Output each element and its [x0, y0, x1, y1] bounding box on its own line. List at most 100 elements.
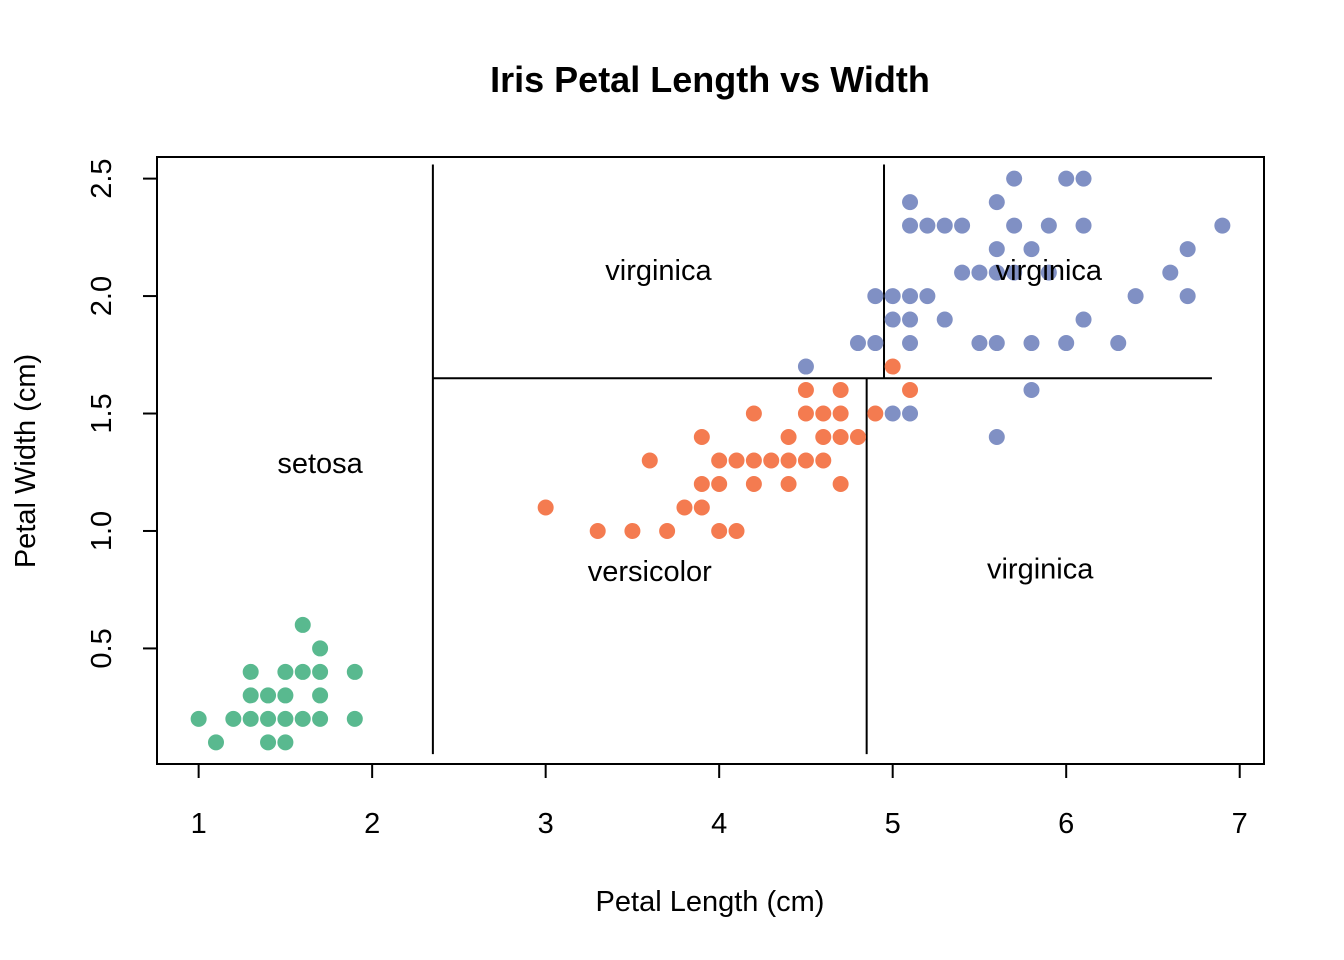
- data-point: [988, 429, 1005, 446]
- data-point: [763, 452, 780, 469]
- data-point: [971, 335, 988, 352]
- data-point: [693, 429, 710, 446]
- region-label: virginica: [605, 255, 712, 287]
- data-point: [902, 335, 919, 352]
- data-point: [728, 522, 745, 539]
- data-point: [780, 452, 797, 469]
- data-point: [294, 710, 311, 727]
- region-label: setosa: [277, 448, 363, 480]
- y-axis: 0.5 1.0 1.5 2.0 2.5: [86, 158, 158, 669]
- data-point: [207, 734, 224, 751]
- data-point: [902, 194, 919, 211]
- data-point: [1075, 170, 1092, 187]
- data-point: [260, 687, 277, 704]
- data-point: [1179, 288, 1196, 305]
- data-point: [1006, 264, 1023, 281]
- data-point: [988, 241, 1005, 258]
- data-point: [711, 475, 728, 492]
- data-point: [589, 522, 606, 539]
- data-point: [693, 499, 710, 516]
- data-point: [1023, 382, 1040, 399]
- data-point: [624, 522, 641, 539]
- x-tick-label: 7: [1232, 808, 1248, 840]
- data-point: [225, 710, 242, 727]
- data-point: [190, 710, 207, 727]
- data-point: [1006, 170, 1023, 187]
- partition-lines: [431, 164, 1212, 755]
- data-point: [312, 663, 329, 680]
- data-point: [988, 194, 1005, 211]
- data-point: [745, 405, 762, 422]
- data-point: [919, 217, 936, 234]
- data-point: [867, 405, 884, 422]
- y-tick-label: 0.5: [86, 628, 118, 668]
- data-point: [277, 663, 294, 680]
- data-point: [294, 663, 311, 680]
- data-point: [346, 663, 363, 680]
- y-tick-label: 2.0: [86, 276, 118, 316]
- data-point: [1023, 335, 1040, 352]
- data-point: [242, 663, 259, 680]
- data-point: [1075, 217, 1092, 234]
- data-point: [884, 288, 901, 305]
- data-point: [312, 640, 329, 657]
- region-labels: setosa virginica virginica versicolor virgin…: [277, 255, 1103, 588]
- data-point: [902, 405, 919, 422]
- y-axis-label: Petal Width (cm): [10, 354, 42, 568]
- data-point: [1058, 335, 1075, 352]
- data-point: [936, 217, 953, 234]
- y-tick-label: 1.5: [86, 393, 118, 433]
- data-point: [277, 734, 294, 751]
- x-tick-label: 3: [538, 808, 554, 840]
- data-point: [242, 687, 259, 704]
- data-point: [745, 452, 762, 469]
- data-point: [1179, 241, 1196, 258]
- data-point: [1058, 170, 1075, 187]
- data-point: [797, 452, 814, 469]
- data-point: [884, 405, 901, 422]
- data-point: [849, 335, 866, 352]
- x-tick-label: 1: [191, 808, 207, 840]
- x-tick-label: 6: [1058, 808, 1074, 840]
- data-point: [277, 687, 294, 704]
- data-point: [728, 452, 745, 469]
- data-point: [902, 311, 919, 328]
- x-tick-label: 5: [885, 808, 901, 840]
- data-point: [988, 335, 1005, 352]
- data-point: [988, 264, 1005, 281]
- region-label: virginica: [987, 554, 1094, 586]
- data-point: [919, 288, 936, 305]
- data-point: [832, 382, 849, 399]
- data-point: [346, 710, 363, 727]
- data-points: [190, 170, 1231, 751]
- data-point: [902, 288, 919, 305]
- data-point: [849, 429, 866, 446]
- data-point: [954, 264, 971, 281]
- data-point: [797, 358, 814, 375]
- data-point: [815, 429, 832, 446]
- chart-title: Iris Petal Length vs Width: [490, 59, 930, 100]
- x-axis: 1 2 3 4 5 6 7: [191, 763, 1248, 840]
- data-point: [832, 475, 849, 492]
- data-point: [1006, 217, 1023, 234]
- region-label: virginica: [996, 255, 1103, 287]
- data-point: [832, 429, 849, 446]
- data-point: [1040, 217, 1057, 234]
- data-point: [676, 499, 693, 516]
- x-axis-label: Petal Length (cm): [596, 886, 825, 918]
- x-tick-label: 2: [364, 808, 380, 840]
- data-point: [832, 405, 849, 422]
- y-tick-label: 2.5: [86, 158, 118, 198]
- data-point: [1127, 288, 1144, 305]
- data-point: [312, 687, 329, 704]
- data-point: [312, 710, 329, 727]
- data-point: [954, 217, 971, 234]
- data-point: [1110, 335, 1127, 352]
- data-point: [537, 499, 554, 516]
- data-point: [1214, 217, 1231, 234]
- data-point: [745, 475, 762, 492]
- y-tick-label: 1.0: [86, 511, 118, 551]
- data-point: [780, 429, 797, 446]
- region-label: versicolor: [588, 556, 712, 588]
